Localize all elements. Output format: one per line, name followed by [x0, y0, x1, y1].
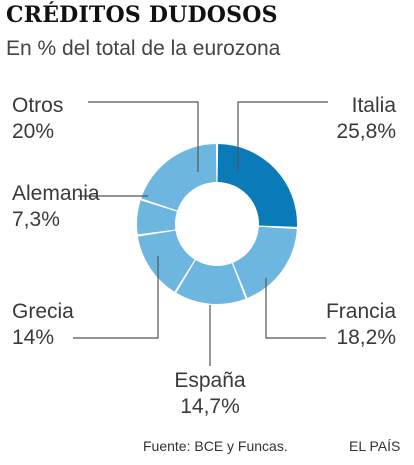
- label-francia-value: 18,2%: [336, 326, 396, 349]
- label-italia: Italia 25,8%: [320, 93, 396, 145]
- leader-otros: [88, 101, 199, 172]
- label-grecia-name: Grecia: [12, 300, 74, 323]
- label-espana-value: 14,7%: [180, 395, 240, 418]
- slice-españa: [176, 260, 246, 304]
- label-alemania: Alemania 7,3%: [12, 181, 100, 233]
- label-francia: Francia 18,2%: [300, 299, 396, 351]
- slice-grecia: [138, 230, 195, 292]
- source-note: Fuente: BCE y Funcas.: [143, 438, 288, 454]
- chart-subtitle: En % del total de la eurozona: [6, 37, 281, 60]
- leader-italia: [237, 101, 328, 172]
- label-otros-value: 20%: [12, 120, 55, 143]
- label-italia-value: 25,8%: [336, 120, 396, 143]
- label-espana: España 14,7%: [148, 368, 272, 420]
- slice-alemania: [137, 200, 177, 235]
- leader-francia: [265, 278, 326, 339]
- chart-title: CRÉDITOS DUDOSOS: [6, 2, 278, 28]
- label-otros: Otros 20%: [12, 93, 63, 145]
- slice-francia: [233, 226, 297, 298]
- label-grecia-value: 14%: [12, 326, 55, 349]
- leader-lines: [73, 101, 328, 366]
- label-otros-name: Otros: [12, 94, 64, 117]
- brand-logo: EL PAÍS: [349, 438, 401, 454]
- label-espana-name: España: [174, 369, 246, 392]
- slice-otros: [141, 144, 217, 211]
- label-francia-name: Francia: [325, 300, 396, 323]
- slice-italia: [217, 144, 298, 227]
- label-alemania-value: 7,3%: [12, 208, 60, 231]
- label-grecia: Grecia 14%: [12, 299, 74, 351]
- label-italia-name: Italia: [351, 94, 396, 117]
- donut-slices: [137, 144, 298, 304]
- label-alemania-name: Alemania: [12, 182, 100, 205]
- leader-grecia: [73, 256, 159, 339]
